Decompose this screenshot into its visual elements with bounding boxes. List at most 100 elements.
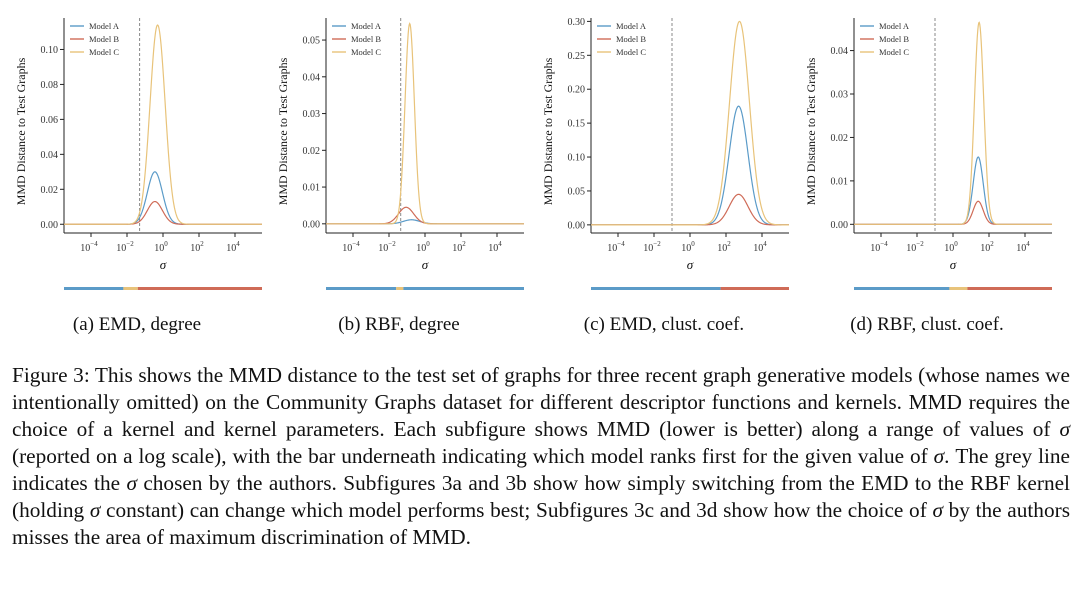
legend-label: Model B [89, 34, 119, 44]
series-line-model-c [326, 22, 524, 225]
y-tick-label: 0.02 [831, 133, 849, 144]
series-line-model-b [326, 206, 524, 225]
y-axis-label: MMD Distance to Test Graphs [276, 57, 290, 205]
rank-bar-segment [854, 287, 950, 290]
x-tick-label: 100 [154, 240, 168, 254]
subcaption-d: (d) RBF, clust. coef. [850, 314, 1004, 335]
figure-row: 0.00 0.02 0.04 0.06 0.08 0.10 10−4 10−2 100 102 10… [6, 6, 1058, 346]
x-tick-label: 104 [1016, 240, 1030, 254]
x-tick-label: 10−4 [607, 240, 625, 254]
y-tick-label: 0.04 [831, 46, 849, 57]
rank-bar-segment [403, 287, 524, 290]
x-tick-label: 102 [452, 240, 466, 254]
rank-bar-segment [967, 287, 1052, 290]
series-line-model-a [64, 171, 262, 225]
subfigure-d: 0.00 0.01 0.02 0.03 0.04 10−4 10−2 100 102 104 σ MM… [796, 6, 1058, 346]
sigma-symbol: σ [126, 471, 137, 495]
series-line-model-c [64, 24, 262, 225]
rank-bar-segment [591, 287, 721, 290]
series-line-model-b [64, 200, 262, 225]
x-tick-label: 100 [681, 240, 695, 254]
y-tick-label: 0.00 [568, 220, 586, 231]
y-tick-label: 0.04 [303, 72, 321, 83]
y-tick-label: 0.20 [568, 85, 586, 96]
y-tick-label: 0.01 [831, 176, 849, 187]
y-tick-label: 0.30 [568, 17, 586, 28]
x-tick-label: 10−4 [342, 240, 360, 254]
x-axis-label: σ [160, 257, 167, 272]
y-tick-label: 0.10 [41, 45, 59, 56]
legend-label: Model C [89, 47, 119, 57]
subfigure-b: 0.00 0.01 0.02 0.03 0.04 0.05 10−4 10−2 100 102 10… [268, 6, 530, 346]
x-tick-label: 10−4 [80, 240, 98, 254]
series-line-model-b [854, 200, 1052, 225]
y-tick-label: 0.05 [303, 36, 321, 47]
x-tick-label: 10−2 [116, 240, 134, 254]
rank-bar-segment [326, 287, 397, 290]
sigma-symbol: σ [932, 498, 943, 522]
legend-label: Model A [879, 21, 910, 31]
series-line-model-a [591, 105, 789, 226]
x-tick-label: 102 [190, 240, 204, 254]
y-tick-label: 0.25 [568, 51, 586, 62]
rank-bar-segment [137, 287, 262, 290]
legend-label: Model A [351, 21, 382, 31]
legend-label: Model A [616, 21, 647, 31]
rank-bar-segment [64, 287, 124, 290]
x-tick-label: 102 [717, 240, 731, 254]
subcaption-b: (b) RBF, degree [338, 314, 460, 335]
series-line-model-c [591, 20, 789, 226]
y-tick-label: 0.06 [41, 115, 59, 126]
rank-bar-segment [720, 287, 789, 290]
y-tick-label: 0.00 [831, 220, 849, 231]
legend-label: Model A [89, 21, 120, 31]
legend-label: Model B [616, 34, 646, 44]
y-axis-label: MMD Distance to Test Graphs [804, 57, 818, 205]
y-tick-label: 0.02 [303, 146, 321, 157]
legend-label: Model C [351, 47, 381, 57]
x-tick-label: 10−2 [906, 240, 924, 254]
subcaption-a: (a) EMD, degree [72, 314, 202, 335]
chart-a: 0.00 0.02 0.04 0.06 0.08 0.10 10−4 10−2 100 102 10… [14, 18, 262, 290]
x-tick-label: 104 [488, 240, 502, 254]
x-tick-label: 104 [753, 240, 767, 254]
x-tick-label: 10−2 [378, 240, 396, 254]
y-tick-label: 0.15 [568, 119, 586, 130]
y-axis-label: MMD Distance to Test Graphs [14, 57, 28, 205]
rank-bar-segment [396, 287, 404, 290]
sigma-symbol: σ [933, 444, 945, 468]
x-tick-label: 10−2 [643, 240, 661, 254]
subcaption-c: (c) EMD, clust. coef. [583, 314, 745, 335]
sigma-symbol: σ [89, 498, 101, 522]
y-tick-label: 0.10 [568, 153, 586, 164]
chart-d: 0.00 0.01 0.02 0.03 0.04 10−4 10−2 100 102 104 σ MM… [804, 18, 1052, 290]
figure-caption: Figure 3: This shows the MMD distance to… [12, 363, 1071, 549]
x-tick-label: 100 [416, 240, 430, 254]
x-axis-label: σ [950, 257, 957, 272]
x-axis-label: σ [687, 257, 694, 272]
subfigure-c: 0.00 0.05 0.10 0.15 0.20 0.25 0.30 10−4 10−2 100 1… [533, 6, 795, 346]
y-tick-label: 0.00 [41, 220, 59, 231]
x-tick-label: 102 [980, 240, 994, 254]
series-line-model-a [854, 156, 1052, 225]
x-axis-label: σ [422, 257, 429, 272]
rank-bar-segment [949, 287, 968, 290]
x-tick-label: 104 [226, 240, 240, 254]
x-tick-label: 100 [944, 240, 958, 254]
y-tick-label: 0.05 [568, 186, 586, 197]
series-line-model-c [854, 21, 1052, 225]
y-tick-label: 0.00 [303, 219, 321, 230]
legend-label: Model B [351, 34, 381, 44]
y-tick-label: 0.08 [41, 80, 59, 91]
chart-c: 0.00 0.05 0.10 0.15 0.20 0.25 0.30 10−4 10−2 100 1… [541, 17, 789, 290]
legend-label: Model C [879, 47, 909, 57]
y-tick-label: 0.01 [303, 183, 321, 194]
subfigure-a: 0.00 0.02 0.04 0.06 0.08 0.10 10−4 10−2 100 102 10… [6, 6, 268, 346]
y-axis-label: MMD Distance to Test Graphs [541, 57, 555, 205]
chart-b: 0.00 0.01 0.02 0.03 0.04 0.05 10−4 10−2 100 102 10… [276, 18, 524, 290]
rank-bar-segment [123, 287, 138, 290]
y-tick-label: 0.02 [41, 185, 59, 196]
legend-label: Model C [616, 47, 646, 57]
sigma-symbol: σ [1059, 417, 1070, 441]
x-tick-label: 10−4 [870, 240, 888, 254]
